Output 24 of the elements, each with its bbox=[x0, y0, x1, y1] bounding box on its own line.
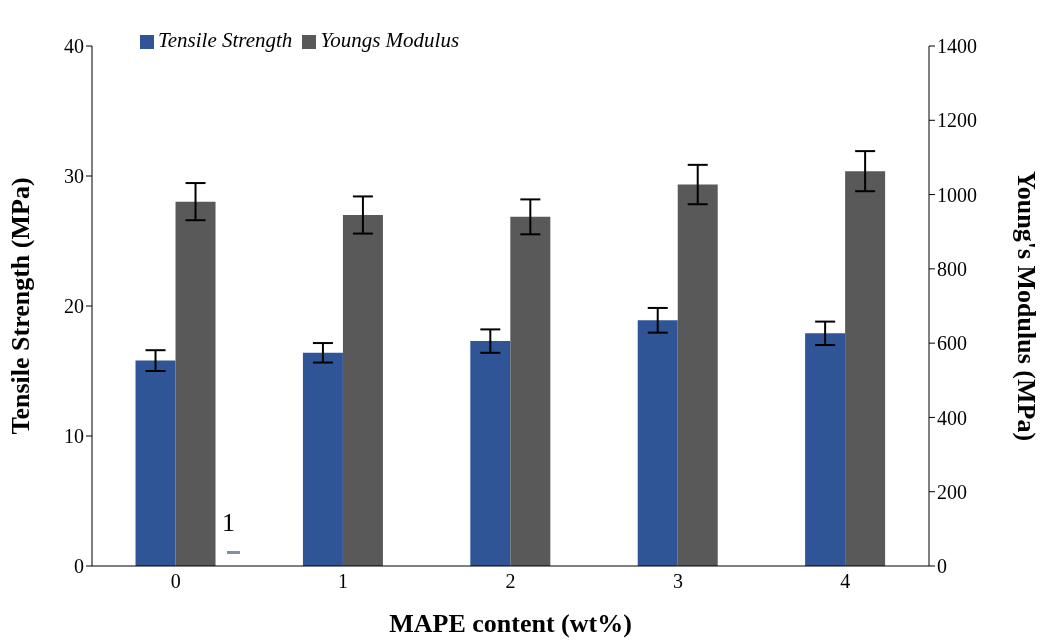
y-tick-label: 30 bbox=[64, 165, 84, 188]
y-tick-label: 0 bbox=[74, 555, 84, 578]
y2-tick-label: 200 bbox=[937, 480, 967, 503]
x-axis-title: MAPE content (wt%) bbox=[389, 609, 632, 638]
y-tick-label: 40 bbox=[64, 35, 84, 58]
annotation: 1 bbox=[222, 508, 235, 538]
y-tick-label: 10 bbox=[64, 425, 84, 448]
x-tick-label: 2 bbox=[505, 570, 516, 593]
y-tick-label: 20 bbox=[64, 295, 84, 318]
y2-tick-label: 400 bbox=[937, 406, 967, 429]
y2-axis-title: Young's Modulus (MPa) bbox=[1011, 170, 1041, 442]
y-axis-title: Tensile Strength (MPa) bbox=[6, 177, 36, 435]
y2-tick-label: 1200 bbox=[937, 109, 977, 132]
x-tick-label: 1 bbox=[338, 570, 349, 593]
legend-label: Tensile Strength bbox=[158, 28, 293, 52]
x-tick-label: 0 bbox=[170, 570, 181, 593]
y2-tick-label: 600 bbox=[937, 332, 967, 355]
legend-label: Youngs Modulus bbox=[320, 28, 460, 52]
y2-tick-label: 0 bbox=[937, 555, 947, 578]
x-tick-label: 4 bbox=[840, 570, 851, 593]
y2-tick-label: 1000 bbox=[937, 183, 977, 206]
y2-tick-label: 1400 bbox=[937, 35, 977, 58]
y2-tick-label: 800 bbox=[937, 257, 967, 280]
x-tick-label: 3 bbox=[672, 570, 683, 593]
